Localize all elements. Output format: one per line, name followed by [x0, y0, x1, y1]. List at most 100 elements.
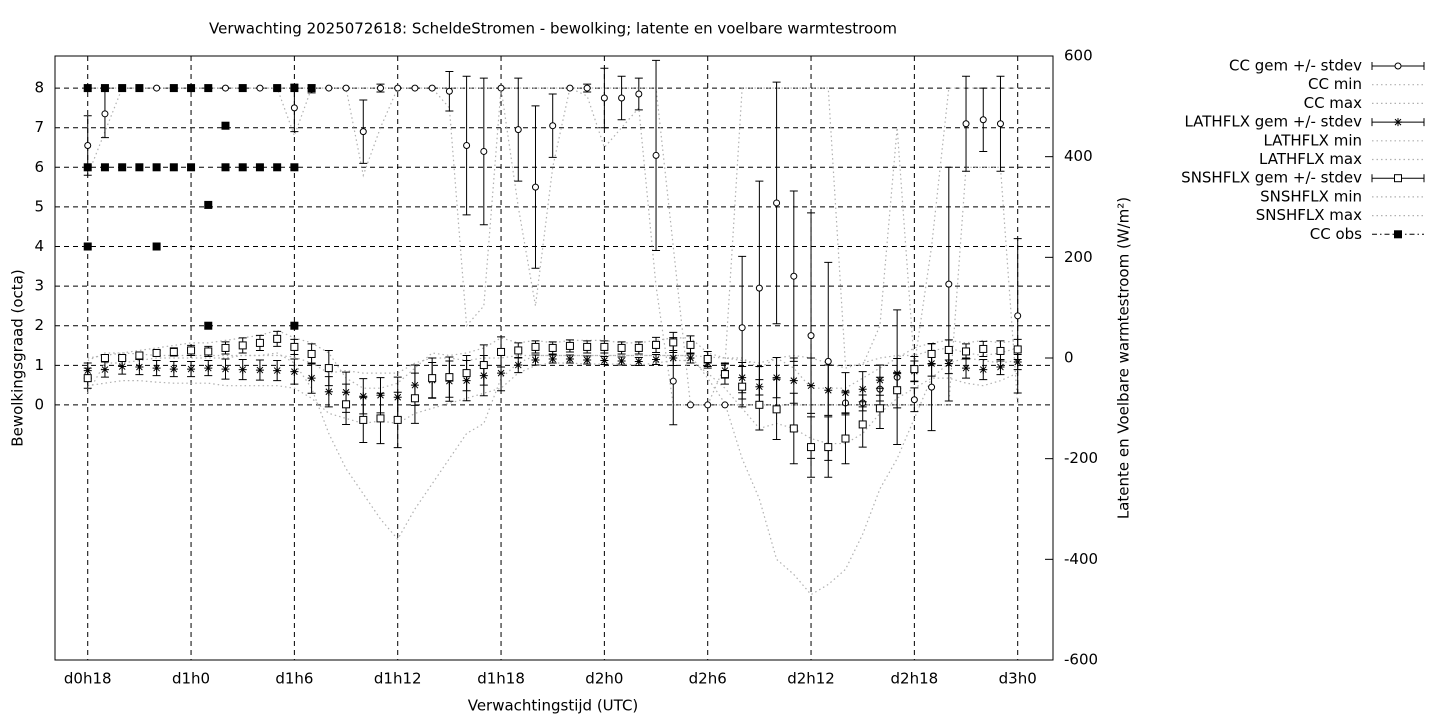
point [790, 272, 798, 280]
obs-point [238, 84, 247, 93]
point [928, 383, 936, 391]
point [635, 90, 643, 98]
point [548, 355, 557, 364]
plot-frame [54, 55, 1054, 661]
point [273, 366, 282, 375]
point [910, 396, 918, 404]
obs-point [135, 163, 144, 172]
y2-tick-label: -200 [1064, 449, 1098, 467]
x-tick-label: d2h0 [585, 670, 623, 688]
point [875, 404, 884, 413]
y-tick-label: 6 [34, 158, 44, 176]
point [376, 84, 384, 92]
y2-axis-label: Latente en Voelbare warmtestroom (W/m²) [1115, 197, 1133, 519]
y-tick-label: 2 [34, 316, 44, 334]
obs-point [273, 84, 282, 93]
obs-point [221, 163, 230, 172]
obs-point [118, 163, 127, 172]
point [549, 122, 557, 130]
point [497, 347, 506, 356]
point [290, 342, 299, 351]
point [359, 415, 368, 424]
y-axis-label: Bewolkingsgraad (octa) [9, 269, 27, 446]
point [342, 400, 351, 409]
point [566, 84, 574, 92]
point [807, 332, 815, 340]
point [187, 346, 196, 355]
point [255, 366, 264, 375]
point [83, 374, 92, 383]
point [686, 340, 695, 349]
point [325, 84, 333, 92]
point [979, 116, 987, 124]
point [600, 342, 609, 351]
point [565, 355, 574, 364]
obs-point [152, 242, 161, 251]
point [531, 183, 539, 191]
point [824, 443, 833, 452]
point [824, 386, 833, 395]
point [428, 374, 437, 383]
y2-tick-label: -400 [1064, 550, 1098, 568]
point [531, 342, 540, 351]
obs-point [204, 321, 213, 330]
point [652, 355, 661, 364]
point [531, 356, 540, 365]
legend-label: CC gem +/- stdev [1229, 57, 1362, 75]
point [445, 373, 454, 382]
x-tick-label: d1h18 [477, 670, 525, 688]
point [618, 94, 626, 102]
point [256, 84, 264, 92]
point [652, 340, 661, 349]
point [773, 199, 781, 207]
obs-point [135, 84, 144, 93]
legend-label: SNSHFLX max [1256, 206, 1362, 224]
y2-tick-label: -600 [1064, 651, 1098, 669]
obs-point [273, 163, 282, 172]
point [944, 359, 953, 368]
x-tick-label: d1h0 [172, 670, 210, 688]
point [772, 405, 781, 414]
point [428, 84, 436, 92]
point [480, 147, 488, 155]
point [238, 365, 247, 374]
point [583, 342, 592, 351]
legend-marker [1394, 174, 1402, 183]
legend-marker [1394, 62, 1402, 70]
point [135, 351, 144, 360]
legend-label: LATHFLX min [1263, 131, 1362, 149]
obs-point [100, 163, 109, 172]
x-axis-label: Verwachtingstijd (UTC) [468, 697, 639, 715]
obs-point [307, 84, 316, 93]
point [979, 365, 988, 374]
point [238, 341, 247, 350]
point [84, 142, 92, 150]
x-tick-label: d2h12 [787, 670, 835, 688]
point [927, 349, 936, 358]
legend-marker [1394, 230, 1402, 239]
point [858, 385, 867, 394]
min-max-line [87, 352, 1018, 596]
obs-point [290, 163, 299, 172]
y-tick-label: 8 [34, 79, 44, 97]
point [497, 369, 506, 378]
point [204, 364, 213, 373]
obs-point [290, 321, 299, 330]
point [462, 369, 471, 378]
point [875, 376, 884, 385]
point [600, 94, 608, 102]
point [945, 280, 953, 288]
obs-point [187, 163, 196, 172]
point [634, 343, 643, 352]
point [514, 126, 522, 134]
point [807, 443, 816, 452]
point [1013, 358, 1022, 367]
point [410, 394, 419, 403]
y-tick-label: 1 [34, 356, 44, 374]
point [255, 338, 264, 347]
point [548, 343, 557, 352]
point [135, 363, 144, 372]
point [841, 388, 850, 397]
point [789, 376, 798, 385]
